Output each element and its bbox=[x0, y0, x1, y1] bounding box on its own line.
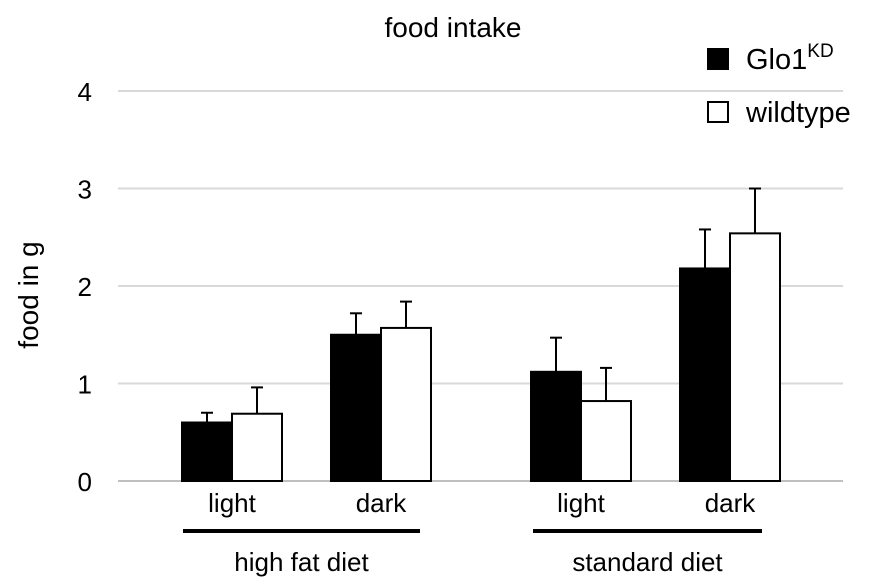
bar-glo1kd bbox=[181, 421, 233, 482]
group-label: standard diet bbox=[572, 547, 723, 577]
bar-wildtype bbox=[231, 412, 283, 483]
y-axis-label: food in g bbox=[13, 241, 44, 348]
bar-wildtype bbox=[580, 400, 632, 482]
legend: Glo1KD wildtype bbox=[707, 41, 851, 129]
y-tick-labels: 0 1 2 3 4 bbox=[78, 77, 92, 497]
legend-label: Glo1KD bbox=[746, 41, 834, 76]
bar-glo1kd bbox=[679, 267, 731, 483]
x-tick-label: dark bbox=[705, 488, 757, 518]
y-tick-label: 0 bbox=[78, 467, 92, 497]
group-labels: high fat diet standard diet bbox=[183, 529, 762, 577]
x-tick-labels: light dark light dark bbox=[208, 488, 756, 518]
legend-swatch bbox=[707, 48, 729, 70]
x-tick-label: light bbox=[208, 488, 256, 518]
bar-glo1kd bbox=[330, 333, 382, 482]
y-tick-label: 3 bbox=[78, 175, 92, 205]
y-tick-label: 4 bbox=[78, 77, 92, 107]
legend-label: wildtype bbox=[745, 97, 851, 129]
x-tick-label: light bbox=[557, 488, 605, 518]
chart-title: food intake bbox=[385, 12, 522, 43]
y-tick-label: 2 bbox=[78, 272, 92, 302]
bar-wildtype bbox=[729, 232, 781, 482]
group-label: high fat diet bbox=[234, 547, 369, 577]
bar-glo1kd bbox=[530, 370, 582, 482]
bars bbox=[181, 187, 781, 483]
y-tick-label: 1 bbox=[78, 370, 92, 400]
bar-wildtype bbox=[380, 326, 432, 482]
legend-swatch bbox=[707, 101, 729, 123]
x-tick-label: dark bbox=[356, 488, 408, 518]
